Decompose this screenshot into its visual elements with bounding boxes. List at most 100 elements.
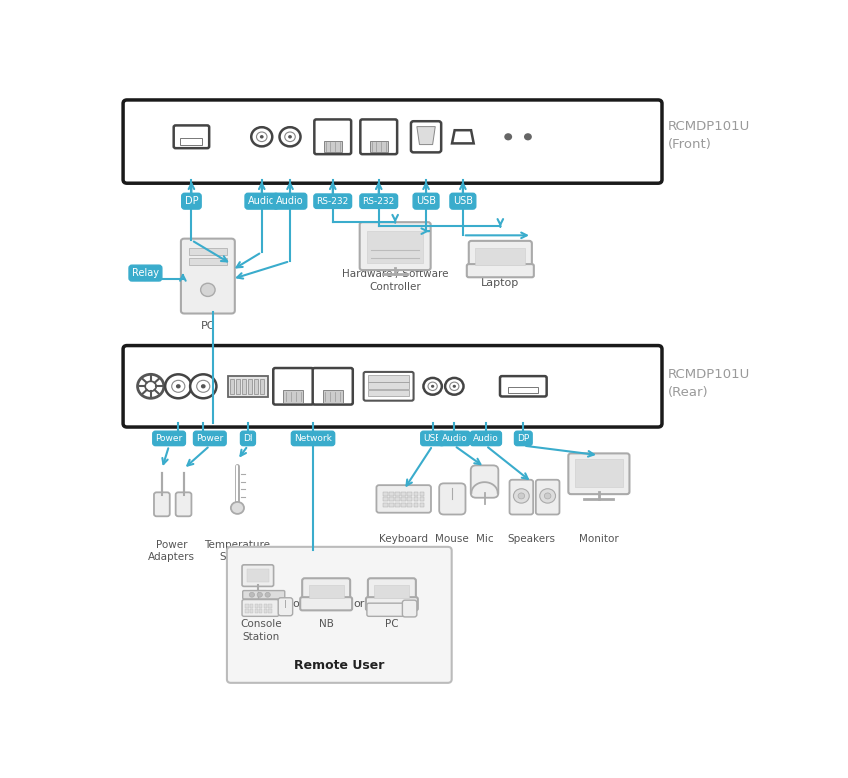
Text: Mouse: Mouse	[436, 534, 469, 544]
Bar	[245, 605, 248, 608]
Bar	[259, 605, 262, 608]
FancyBboxPatch shape	[227, 547, 452, 683]
Bar	[420, 497, 424, 501]
Bar	[383, 497, 388, 501]
Bar	[508, 387, 538, 393]
Text: DP: DP	[517, 434, 529, 443]
Text: Audio: Audio	[276, 196, 304, 206]
Bar	[230, 379, 234, 394]
Bar	[264, 605, 267, 608]
Circle shape	[231, 502, 244, 514]
Bar	[227, 376, 268, 397]
FancyBboxPatch shape	[469, 241, 532, 271]
Bar	[401, 503, 406, 506]
Circle shape	[197, 380, 209, 392]
FancyBboxPatch shape	[360, 119, 397, 154]
FancyBboxPatch shape	[377, 485, 431, 513]
Text: or: or	[293, 599, 304, 609]
Circle shape	[280, 128, 300, 146]
Bar	[250, 605, 254, 608]
Text: Hardware / Software
Controller: Hardware / Software Controller	[342, 269, 449, 292]
Text: Network: Network	[294, 434, 332, 443]
Bar	[254, 379, 259, 394]
FancyBboxPatch shape	[403, 600, 417, 617]
Text: USB: USB	[416, 196, 436, 206]
Circle shape	[518, 493, 525, 499]
Circle shape	[453, 385, 456, 387]
Bar	[264, 609, 267, 613]
Circle shape	[176, 384, 181, 388]
FancyBboxPatch shape	[368, 578, 416, 604]
Text: Keyboard: Keyboard	[379, 534, 428, 544]
FancyBboxPatch shape	[466, 264, 534, 277]
Circle shape	[544, 493, 551, 499]
Bar	[254, 609, 258, 613]
Bar	[368, 390, 409, 397]
Bar	[189, 247, 227, 255]
Bar	[259, 609, 262, 613]
Circle shape	[259, 135, 264, 138]
Bar	[260, 379, 265, 394]
Text: Audio: Audio	[473, 434, 499, 443]
FancyBboxPatch shape	[242, 600, 279, 616]
Text: RCMDP101U
(Front): RCMDP101U (Front)	[668, 120, 750, 151]
Text: USB: USB	[423, 434, 442, 443]
Text: Speakers: Speakers	[508, 534, 556, 544]
Bar	[414, 497, 418, 501]
Bar	[395, 497, 400, 501]
Circle shape	[428, 382, 438, 391]
Text: Power: Power	[196, 434, 224, 443]
Text: USB: USB	[453, 196, 473, 206]
FancyBboxPatch shape	[364, 372, 414, 401]
Circle shape	[288, 135, 292, 138]
FancyBboxPatch shape	[360, 223, 431, 270]
Circle shape	[540, 489, 555, 503]
Text: Temperature
Sensor: Temperature Sensor	[204, 540, 271, 562]
Bar	[389, 503, 394, 506]
Bar	[368, 382, 409, 389]
Circle shape	[524, 133, 532, 140]
Bar	[283, 391, 304, 403]
Bar	[242, 379, 246, 394]
FancyBboxPatch shape	[243, 591, 285, 599]
Bar	[375, 586, 410, 598]
Bar	[414, 503, 418, 506]
Bar	[407, 492, 412, 496]
Circle shape	[171, 380, 185, 392]
Circle shape	[431, 385, 434, 387]
Text: NB: NB	[319, 619, 333, 629]
Text: PC: PC	[385, 619, 399, 629]
Text: DP: DP	[185, 196, 198, 206]
Circle shape	[145, 381, 156, 391]
Bar	[236, 379, 240, 394]
FancyBboxPatch shape	[181, 239, 235, 314]
Circle shape	[445, 378, 464, 394]
FancyBboxPatch shape	[536, 480, 560, 514]
FancyBboxPatch shape	[366, 598, 418, 611]
Text: Power: Power	[155, 434, 182, 443]
Bar	[420, 492, 424, 496]
Circle shape	[423, 378, 442, 394]
Text: Remote User: Remote User	[294, 659, 384, 672]
Bar	[268, 609, 271, 613]
Bar	[389, 497, 394, 501]
Polygon shape	[452, 130, 474, 143]
Bar	[395, 492, 400, 496]
Bar	[389, 492, 394, 496]
Circle shape	[256, 132, 267, 142]
Text: PC: PC	[201, 321, 215, 331]
FancyBboxPatch shape	[439, 483, 466, 514]
FancyBboxPatch shape	[313, 368, 353, 405]
Bar	[181, 138, 203, 145]
Circle shape	[257, 592, 262, 598]
Bar	[367, 230, 423, 263]
Text: or: or	[354, 599, 365, 609]
Text: Laptop: Laptop	[481, 278, 520, 288]
Bar	[575, 459, 623, 487]
Bar	[407, 497, 412, 501]
Polygon shape	[417, 127, 435, 145]
Circle shape	[449, 382, 459, 391]
Text: DI: DI	[243, 434, 253, 443]
Circle shape	[201, 384, 205, 388]
Text: Audio: Audio	[248, 196, 276, 206]
